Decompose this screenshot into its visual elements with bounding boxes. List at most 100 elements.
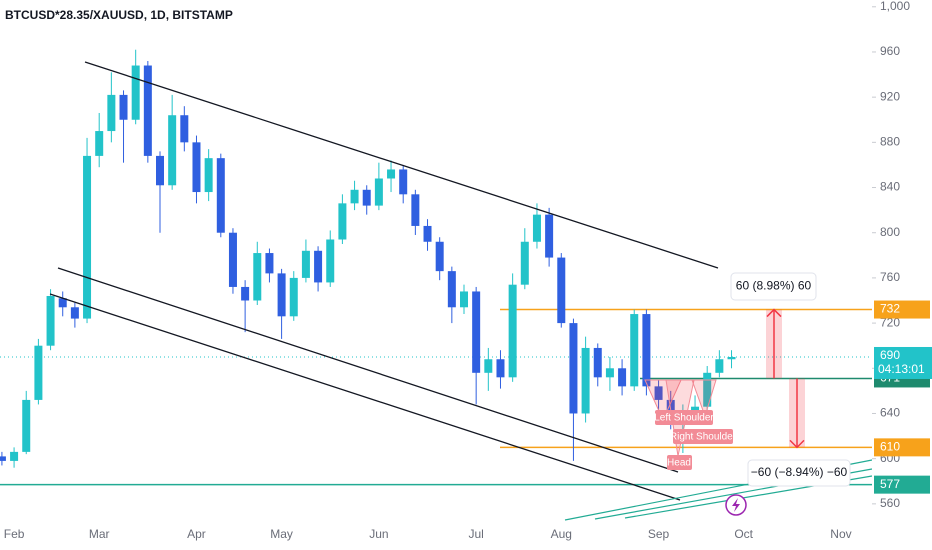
y-tick-label: 840 (880, 180, 900, 194)
label-box (667, 455, 692, 470)
label-box (673, 429, 733, 444)
candle-body (472, 291, 481, 373)
candle-body (618, 368, 627, 387)
right-shoulder-shape (691, 379, 717, 418)
y-tick-label: 720 (880, 315, 900, 329)
candle-body (216, 158, 225, 233)
x-tick-label: Jun (369, 527, 388, 541)
y-tick-label: 880 (880, 135, 900, 149)
candle-body (265, 253, 274, 274)
plot-area (0, 49, 872, 486)
candle-body (496, 359, 505, 378)
candle-body (95, 131, 104, 156)
y-tick-label: 560 (880, 496, 900, 510)
price-tag-label: 610 (880, 440, 900, 454)
x-tick-label: Nov (830, 527, 851, 541)
candle-body (654, 386, 663, 400)
candle-body (557, 257, 566, 324)
candle-body (70, 307, 79, 319)
pattern-labels: Left Shoulder Right Shoulder Head (654, 410, 737, 470)
candle-body (0, 456, 6, 461)
time-axis (0, 540, 932, 550)
countdown: 04:13:01 (878, 362, 925, 376)
pattern-label: Head (667, 458, 691, 469)
x-tick-label: Jul (468, 527, 483, 541)
candle-body (460, 291, 468, 308)
y-tick-label: 760 (880, 270, 900, 284)
candle-body (107, 94, 116, 132)
label-box (655, 410, 713, 425)
price-tag (874, 300, 930, 319)
candle-body (581, 347, 590, 414)
candle-body (143, 65, 152, 156)
y-tick-label: 960 (880, 44, 900, 58)
price-tag (874, 438, 930, 457)
candle-body (374, 178, 383, 206)
candle-body (399, 169, 408, 195)
icon-bolt (732, 498, 740, 512)
candle-body (338, 203, 347, 240)
candle-body (642, 314, 651, 387)
channel-bottom-2 (49, 293, 681, 501)
candle-body (593, 347, 602, 378)
left-shoulder-shape (644, 379, 682, 422)
measure-label: −60 (−8.94%) −60 (751, 465, 848, 479)
candle-body (508, 284, 517, 378)
candle-body (314, 250, 323, 283)
candle-body (326, 239, 335, 283)
candle-body (727, 356, 736, 360)
candle-body (411, 194, 420, 226)
candle-body (58, 298, 67, 308)
candle-body (46, 295, 55, 346)
x-tick-label: Oct (734, 527, 753, 541)
candle-body (545, 214, 554, 258)
candle-body (204, 158, 213, 193)
candle-body (387, 169, 396, 179)
candle-body (447, 271, 456, 308)
candle-body (180, 115, 189, 143)
candle-body (703, 372, 712, 407)
trend-lines (49, 61, 719, 501)
candle-body (569, 323, 578, 414)
price-tag (874, 475, 930, 494)
candle-body (10, 451, 19, 461)
arrow-head (789, 439, 805, 449)
measure-label-box (747, 459, 851, 487)
candle-body (362, 189, 371, 206)
candle-body (156, 155, 164, 186)
candle-body (435, 241, 444, 272)
candle-body (605, 368, 614, 378)
x-tick-label: Apr (187, 527, 206, 541)
candle-body (253, 253, 262, 301)
candle-body (630, 314, 639, 387)
price-tag-label: 732 (880, 302, 900, 316)
candle-body (241, 286, 250, 301)
event-icon (725, 494, 747, 516)
y-tick-label: 1,000 (880, 0, 910, 13)
candle-body (520, 241, 529, 285)
y-tick-label: 640 (880, 406, 900, 420)
y-tick-label: 800 (880, 225, 900, 239)
candle-body (34, 345, 43, 400)
channel-top (84, 61, 719, 269)
candle-body (228, 232, 237, 287)
x-tick-label: Mar (89, 527, 110, 541)
candle-body (715, 359, 724, 373)
x-tick-label: Feb (4, 527, 25, 541)
candle-body (484, 359, 493, 373)
candle-body (289, 277, 298, 317)
measure-label: 60 (8.98%) 60 (736, 279, 812, 293)
price-tag-label: 577 (880, 477, 900, 491)
chart-title: BTCUSD*28.35/XAUUSD, 1D, BITSTAMP (5, 8, 233, 22)
candle-body (532, 214, 541, 242)
last-price-label: 690 (880, 348, 900, 362)
pattern-label: Right Shoulder (670, 432, 737, 443)
measure-label-box (730, 272, 817, 301)
pattern-label: Left Shoulder (654, 413, 714, 424)
price-axis (872, 0, 932, 550)
candle-body (423, 225, 432, 242)
candle-body (119, 94, 128, 120)
candle-body (192, 142, 201, 193)
